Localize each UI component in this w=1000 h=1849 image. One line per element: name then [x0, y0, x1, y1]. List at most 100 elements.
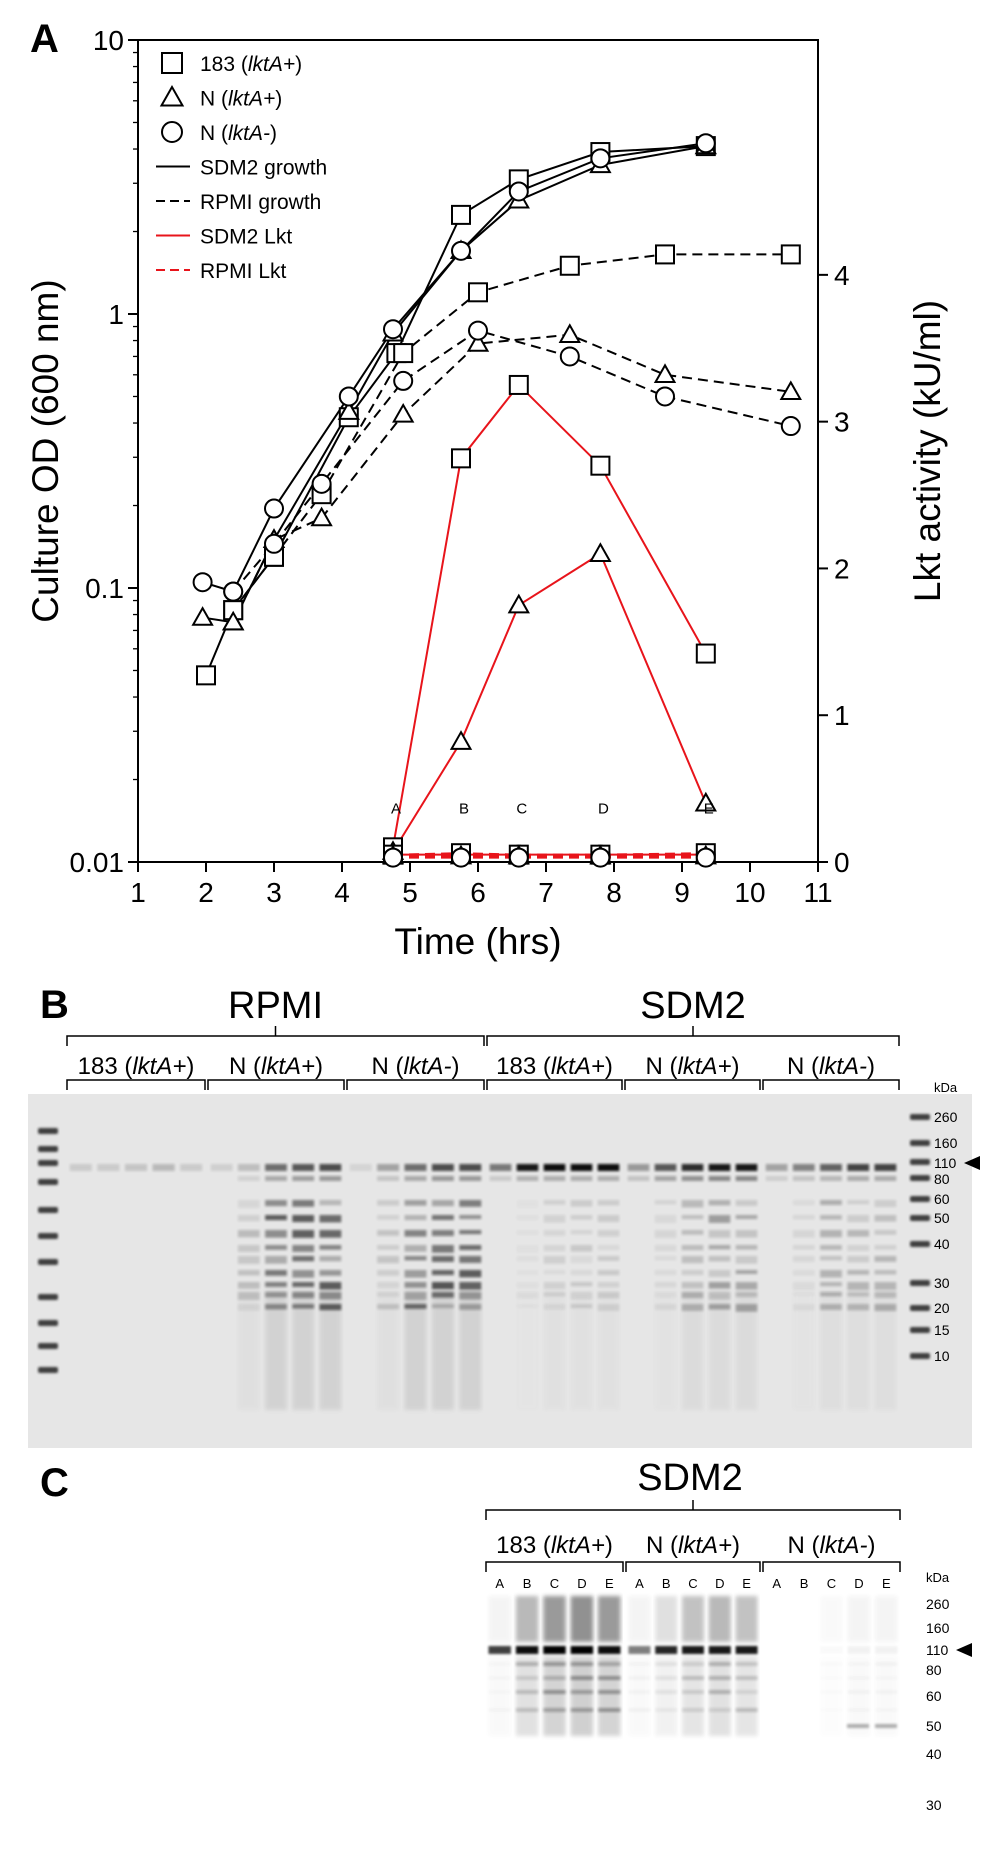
gel-c-smear-low	[543, 1656, 566, 1736]
gel-b-band	[237, 1256, 260, 1264]
gel-b-band	[597, 1200, 620, 1206]
data-point-square	[590, 455, 611, 476]
legend-label: SDM2 growth	[200, 157, 327, 180]
gel-b-band-110	[543, 1164, 566, 1171]
gel-b-band	[570, 1304, 593, 1309]
gel-c-lane-letter: C	[688, 1576, 697, 1591]
gel-b-smear	[292, 1290, 315, 1410]
gel-b-band	[543, 1230, 566, 1236]
gel-b-band-80	[597, 1176, 620, 1181]
left-y-axis-ticks: 0.01 0.1 1 10	[70, 25, 138, 878]
gel-b-band-80	[265, 1176, 287, 1181]
gel-b-smear	[655, 1290, 677, 1410]
gel-c-lane-letter: C	[550, 1576, 559, 1591]
data-point-circle	[559, 346, 580, 367]
data-point-circle	[338, 386, 359, 407]
gel-b-band	[459, 1200, 482, 1207]
gel-b-band	[404, 1256, 427, 1261]
gel-b-band-80	[459, 1176, 482, 1181]
gel-b-band	[543, 1304, 566, 1310]
gel-c-band	[570, 1676, 594, 1680]
gel-b-band	[820, 1256, 842, 1261]
gel-c-band-110	[655, 1646, 678, 1654]
gel-b-kda-marker: 30	[934, 1275, 950, 1291]
gel-c-band	[515, 1676, 539, 1680]
gel-c-band	[598, 1662, 621, 1666]
gel-c-smear-high	[570, 1596, 594, 1642]
gel-b-band	[570, 1282, 593, 1287]
right-y-tick-label: 2	[834, 553, 850, 584]
gel-b-ladder-band-right	[910, 1159, 930, 1165]
gel-c-band	[488, 1708, 510, 1712]
data-point-circle	[468, 320, 488, 341]
gel-c-smear-high	[735, 1596, 758, 1642]
gel-b-band	[681, 1282, 704, 1289]
gel-b-ladder-band-right	[910, 1114, 930, 1120]
gel-c-kda-marker: 40	[926, 1746, 942, 1762]
right-y-tick-label: 3	[834, 407, 850, 438]
gel-b-band	[681, 1230, 704, 1235]
gel-c-band	[628, 1708, 650, 1712]
gel-b-band	[597, 1230, 620, 1237]
gel-c-band	[875, 1724, 897, 1728]
gel-c-kda-marker: 50	[926, 1718, 942, 1734]
gel-b-band	[570, 1245, 593, 1252]
gel-b-band	[377, 1200, 400, 1206]
gel-b-subgroup-bracket	[486, 1079, 623, 1090]
gel-c-band	[848, 1662, 870, 1666]
gel-b-band	[792, 1245, 815, 1250]
gel-b-subgroup-bracket	[346, 1079, 485, 1090]
gel-c-band	[848, 1708, 870, 1712]
data-point-triangle	[694, 791, 717, 812]
gel-c-arrow	[956, 1643, 972, 1657]
gel-b-band	[792, 1230, 815, 1238]
right-y-axis-ticks: 0 1 2 3 4	[818, 260, 850, 878]
gel-c-band	[682, 1690, 704, 1694]
gel-b-group-bracket	[66, 1026, 485, 1046]
gel-c-smear-low	[570, 1656, 594, 1736]
gel-b-band	[570, 1200, 593, 1207]
gel-b-band	[377, 1245, 400, 1250]
gel-c-lane-letter: B	[662, 1576, 671, 1591]
data-point-circle	[311, 473, 332, 494]
timepoint-labels: A B C D E	[391, 801, 714, 818]
data-point-circle	[508, 181, 529, 202]
gel-c-band-110	[735, 1646, 758, 1654]
series-line	[392, 383, 707, 848]
data-point-square	[695, 643, 716, 664]
gel-b-band	[570, 1215, 593, 1220]
gel-b-band	[708, 1200, 731, 1206]
gel-c-subgroup-label: 183 (lktA+)	[496, 1532, 613, 1559]
gel-b-band	[292, 1215, 315, 1223]
data-point-triangle	[466, 332, 490, 352]
gel-c-band	[708, 1708, 731, 1712]
gel-b-band	[874, 1282, 897, 1290]
gel-b-band	[543, 1282, 566, 1290]
gel-b-group-bracket	[486, 1026, 900, 1046]
gel-c-smear-high	[628, 1596, 651, 1642]
gel-c-smear-low	[515, 1656, 539, 1736]
x-tick-label: 4	[334, 877, 350, 908]
gel-b-band	[319, 1256, 342, 1262]
gel-b-band	[319, 1215, 342, 1223]
gel-b-band	[237, 1292, 260, 1300]
gel-c-band	[655, 1662, 678, 1666]
gel-b-band-80	[654, 1176, 677, 1181]
gel-b-ladder-band-left	[38, 1160, 58, 1166]
gel-c-band	[847, 1724, 869, 1728]
gel-b-smear	[735, 1290, 758, 1410]
gel-c-lane-letter: E	[742, 1576, 751, 1591]
gel-c-band	[875, 1676, 897, 1680]
gel-b-band	[792, 1270, 815, 1276]
gel-b-band	[459, 1245, 482, 1251]
gel-b-band	[874, 1270, 897, 1275]
timepoint-label: D	[598, 801, 609, 818]
gel-b-kda-marker: 10	[934, 1348, 950, 1364]
gel-c-kda-label: kDa	[926, 1570, 950, 1585]
data-point-circle	[223, 581, 244, 602]
gel-b-ladder-band-right	[910, 1241, 930, 1247]
gel-b-band	[597, 1304, 620, 1312]
data-point-square	[393, 343, 414, 364]
